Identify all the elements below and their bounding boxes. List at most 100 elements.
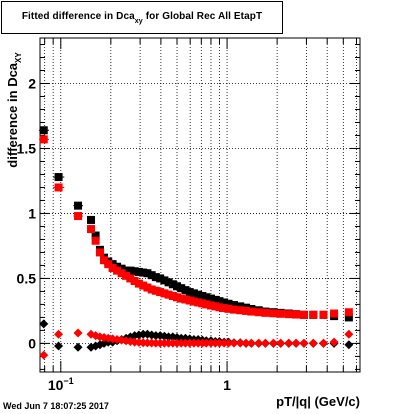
y-tick-label: 0 [28, 335, 36, 351]
data-point-diamond [260, 338, 270, 348]
data-point-square [215, 297, 224, 306]
data-point-square [143, 269, 152, 278]
x-tick-label-exponent: −1 [63, 376, 73, 386]
data-point-square [181, 286, 190, 295]
data-point-diamond [224, 338, 234, 348]
data-point-square [122, 271, 131, 280]
data-point-square [151, 273, 160, 282]
data-point-square [202, 300, 211, 309]
data-point-square [87, 225, 96, 234]
data-point-square [229, 301, 238, 310]
data-point-square [189, 297, 198, 306]
data-point-square [284, 310, 293, 319]
data-point-square [54, 183, 63, 192]
data-point-diamond [73, 328, 83, 338]
data-point-square [108, 264, 117, 273]
data-point-square [160, 289, 169, 298]
data-point-square [194, 290, 203, 299]
data-point-square [185, 288, 194, 297]
chart-title-subscript: xy [134, 18, 143, 25]
data-point-diamond [344, 329, 354, 339]
data-point-square [156, 288, 165, 297]
chart-title-box: Fitted difference in Dcaxy for Global Re… [1, 1, 283, 34]
data-point-square [202, 293, 211, 302]
data-point-diamond [284, 338, 294, 348]
data-point-square [91, 236, 100, 245]
data-point-square [87, 215, 96, 224]
data-point-square [330, 309, 339, 318]
data-point-square [134, 279, 143, 288]
data-point-square [215, 303, 224, 312]
data-point-square [177, 294, 186, 303]
data-point-square [126, 274, 135, 283]
data-point-square [299, 310, 308, 319]
data-point-diamond [39, 319, 49, 329]
data-point-diamond [241, 338, 251, 348]
plot-frame [39, 37, 361, 373]
data-point-square [100, 256, 109, 265]
data-point-square [143, 283, 152, 292]
data-point-square [344, 308, 353, 317]
data-point-square [206, 301, 215, 310]
data-point-diamond [268, 338, 278, 348]
data-point-square [309, 310, 318, 319]
data-point-diamond [276, 338, 286, 348]
data-point-square [194, 298, 203, 307]
data-point-square [147, 271, 156, 280]
data-point-square [319, 310, 328, 319]
data-point-diamond [254, 338, 264, 348]
y-axis-label-subscript: XY [14, 52, 23, 63]
data-point-diamond [308, 338, 318, 348]
y-tick-label: 1.5 [17, 140, 37, 156]
data-point-square [160, 276, 169, 285]
data-point-diamond [299, 338, 309, 348]
data-point-square [211, 302, 220, 311]
data-point-square [95, 248, 104, 257]
data-point-square [344, 313, 353, 322]
y-tick-label: 2 [28, 75, 36, 91]
data-point-square [220, 304, 229, 313]
data-point-square [269, 309, 278, 318]
data-point-square [236, 306, 245, 315]
data-point-diamond [344, 340, 354, 350]
data-point-square [39, 126, 48, 135]
data-point-square [139, 281, 148, 290]
data-point-square [134, 267, 143, 276]
data-point-square [168, 291, 177, 300]
data-point-square [130, 267, 139, 276]
x-tick-label: 1 [223, 377, 231, 393]
data-point-square [147, 285, 156, 294]
data-point-square [229, 305, 238, 314]
data-point-diamond [54, 341, 64, 351]
data-point-square [74, 212, 83, 221]
data-point-square [168, 280, 177, 289]
data-point-square [276, 309, 285, 318]
data-point-square [104, 260, 113, 269]
data-point-diamond [235, 338, 245, 348]
data-series [39, 126, 354, 360]
data-point-square [173, 282, 182, 291]
data-point-diamond [229, 338, 239, 348]
data-point-diamond [73, 342, 83, 352]
data-point-square [113, 266, 122, 275]
data-point-diamond [291, 338, 301, 348]
data-point-square [224, 299, 233, 308]
x-tick-label: 10−1 [48, 376, 74, 393]
data-point-diamond [54, 329, 64, 339]
y-tick-label: 0.5 [17, 270, 37, 286]
data-point-diamond [246, 338, 256, 348]
data-point-square [189, 289, 198, 298]
data-point-square [220, 298, 229, 307]
data-point-square [130, 277, 139, 286]
data-point-square [254, 308, 263, 317]
data-point-diamond [318, 338, 328, 348]
data-point-square [39, 135, 48, 144]
data-point-diamond [214, 338, 224, 348]
data-point-square [164, 290, 173, 299]
data-point-square [261, 308, 270, 317]
timestamp: Wed Jun 7 18:07:25 2017 [3, 401, 109, 411]
data-point-square [74, 201, 83, 210]
data-point-square [292, 310, 301, 319]
data-point-square [54, 173, 63, 182]
